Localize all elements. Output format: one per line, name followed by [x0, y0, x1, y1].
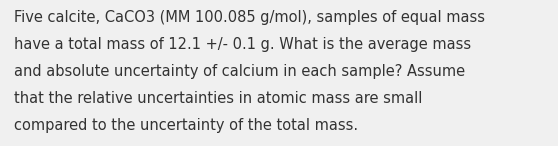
Text: and absolute uncertainty of calcium in each sample? Assume: and absolute uncertainty of calcium in e…	[14, 64, 465, 79]
Text: Five calcite, CaCO3 (MM 100.085 g/mol), samples of equal mass: Five calcite, CaCO3 (MM 100.085 g/mol), …	[14, 10, 485, 25]
Text: compared to the uncertainty of the total mass.: compared to the uncertainty of the total…	[14, 118, 358, 133]
Text: have a total mass of 12.1 +/- 0.1 g. What is the average mass: have a total mass of 12.1 +/- 0.1 g. Wha…	[14, 37, 471, 52]
Text: that the relative uncertainties in atomic mass are small: that the relative uncertainties in atomi…	[14, 91, 422, 106]
